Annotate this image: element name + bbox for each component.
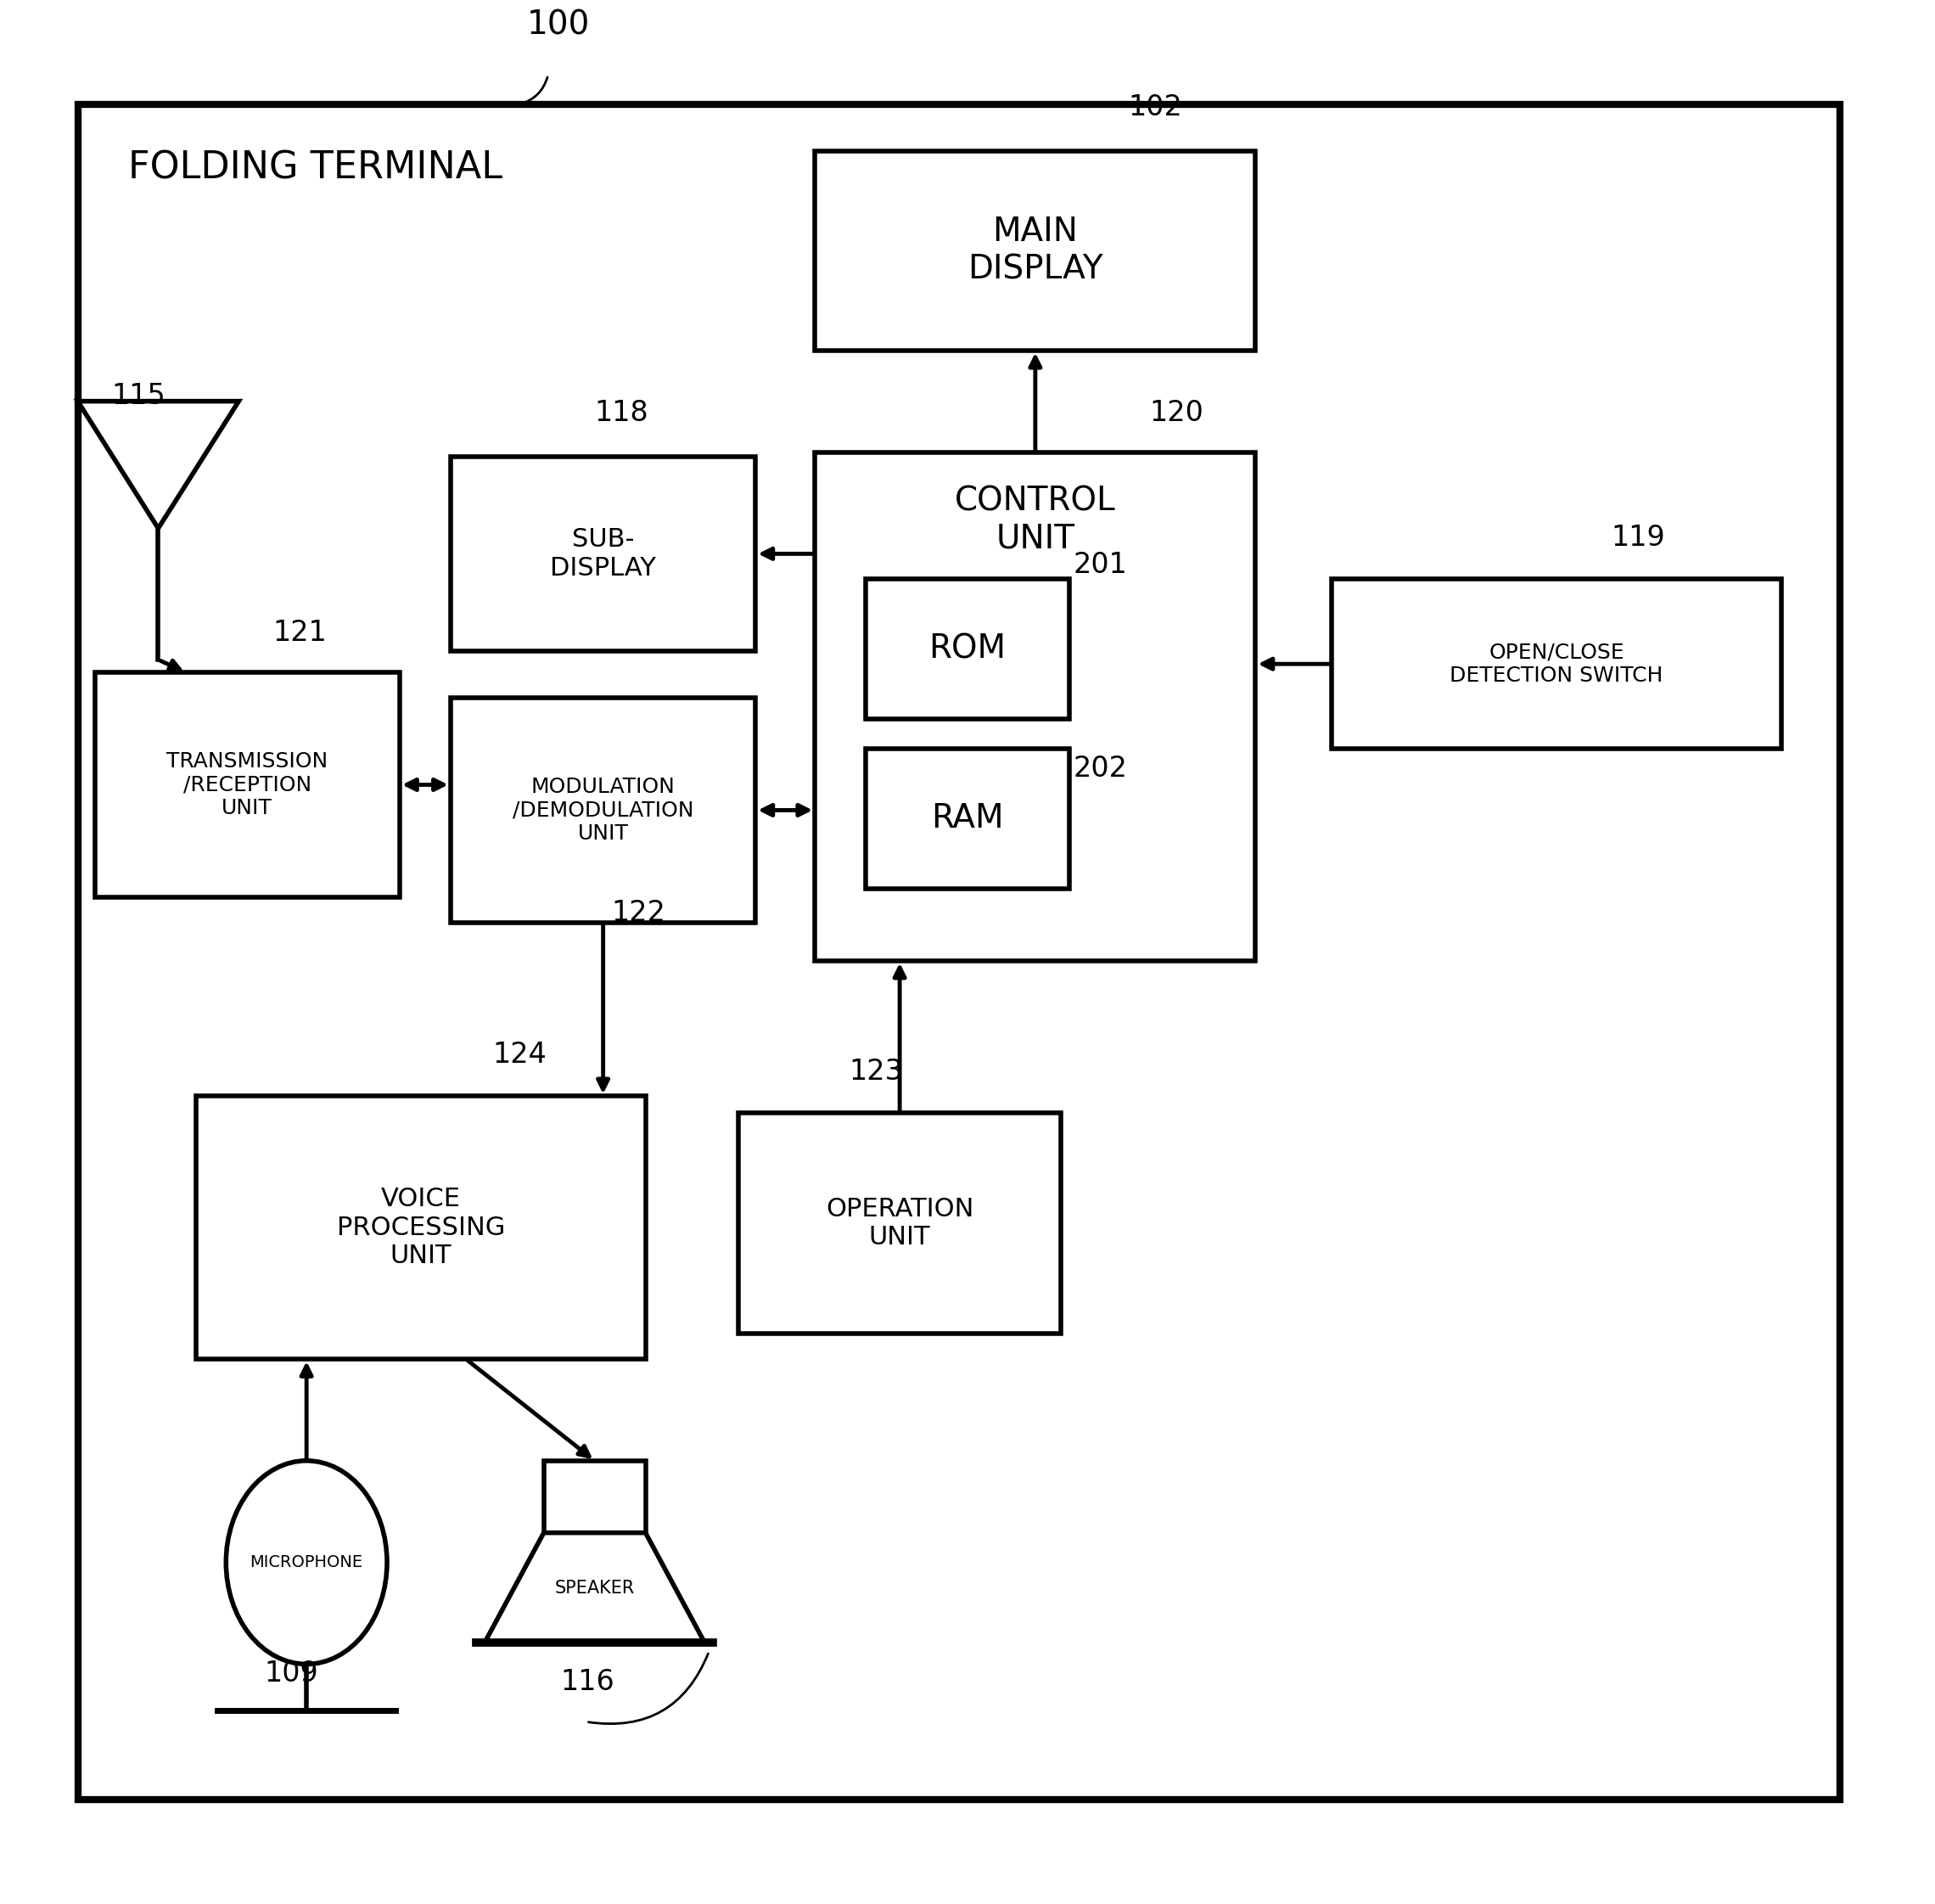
Bar xyxy=(451,457,757,651)
Text: MAIN
DISPLAY: MAIN DISPLAY xyxy=(968,215,1103,286)
Text: FOLDING TERMINAL: FOLDING TERMINAL xyxy=(128,150,503,187)
Text: 102: 102 xyxy=(1128,93,1182,122)
Bar xyxy=(815,150,1256,350)
Bar xyxy=(95,672,401,897)
Text: 124: 124 xyxy=(493,1041,548,1070)
Text: 121: 121 xyxy=(273,619,327,647)
Text: MICROPHONE: MICROPHONE xyxy=(250,1554,364,1571)
Polygon shape xyxy=(484,1533,704,1643)
Text: 119: 119 xyxy=(1612,524,1666,552)
Text: 115: 115 xyxy=(112,381,166,409)
Text: 120: 120 xyxy=(1149,398,1204,426)
Ellipse shape xyxy=(226,1460,387,1664)
Text: SUB-
DISPLAY: SUB- DISPLAY xyxy=(550,527,656,581)
Bar xyxy=(1331,579,1780,748)
Text: OPERATION
UNIT: OPERATION UNIT xyxy=(826,1198,973,1249)
Bar xyxy=(865,748,1070,889)
Bar xyxy=(739,1114,1060,1333)
Text: SPEAKER: SPEAKER xyxy=(555,1578,635,1596)
Text: CONTROL
UNIT: CONTROL UNIT xyxy=(954,486,1116,554)
Text: TRANSMISSION
/RECEPTION
UNIT: TRANSMISSION /RECEPTION UNIT xyxy=(166,750,327,819)
Text: 201: 201 xyxy=(1074,550,1128,579)
Text: MODULATION
/DEMODULATION
UNIT: MODULATION /DEMODULATION UNIT xyxy=(513,777,695,843)
Text: RAM: RAM xyxy=(931,802,1004,834)
Text: ROM: ROM xyxy=(929,632,1006,664)
Bar xyxy=(195,1097,646,1359)
Text: OPEN/CLOSE
DETECTION SWITCH: OPEN/CLOSE DETECTION SWITCH xyxy=(1449,642,1662,685)
Bar xyxy=(815,451,1256,962)
Bar xyxy=(77,105,1840,1799)
Bar xyxy=(544,1460,646,1533)
Bar xyxy=(451,699,757,922)
Text: 202: 202 xyxy=(1074,754,1128,783)
Text: 100: 100 xyxy=(526,10,590,42)
Text: 123: 123 xyxy=(849,1059,904,1085)
Bar xyxy=(865,579,1070,720)
Text: 109: 109 xyxy=(265,1660,317,1687)
Text: VOICE
PROCESSING
UNIT: VOICE PROCESSING UNIT xyxy=(337,1186,505,1268)
Text: 122: 122 xyxy=(611,899,666,927)
Text: 116: 116 xyxy=(561,1668,615,1696)
Text: 118: 118 xyxy=(594,398,648,426)
